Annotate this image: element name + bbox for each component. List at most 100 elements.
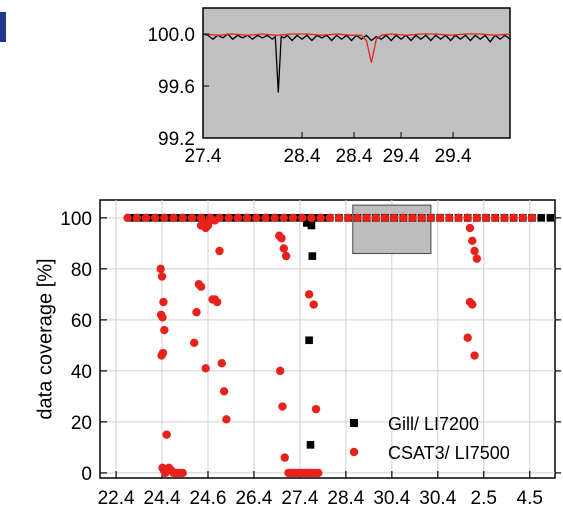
csat-point xyxy=(123,213,132,223)
y-tick-label: 40 xyxy=(71,362,92,383)
x-tick-label: 30.4 xyxy=(373,488,410,509)
csat-point xyxy=(210,216,220,225)
csat-point xyxy=(465,223,475,233)
y-tick-label: 0 xyxy=(81,464,92,485)
csat-point xyxy=(304,290,314,299)
gill-point xyxy=(174,214,182,222)
main-series-group xyxy=(123,213,555,478)
x-tick-label: 27.4 xyxy=(281,488,318,509)
gill-point xyxy=(537,214,546,222)
inset-x-tick-label: 28.4 xyxy=(336,146,373,167)
csat-point xyxy=(454,213,463,223)
csat-point xyxy=(408,213,417,223)
inset-y-tick-label: 99.2 xyxy=(158,129,195,150)
csat-point xyxy=(201,364,210,373)
csat-point xyxy=(178,213,187,223)
legend-marker-csat xyxy=(349,447,359,457)
csat-point xyxy=(279,213,289,223)
csat-point xyxy=(445,213,454,223)
gill-point xyxy=(284,214,293,222)
csat-point xyxy=(435,213,445,223)
csat-point xyxy=(150,213,160,223)
csat-point xyxy=(242,213,252,223)
x-tick-label: 22.4 xyxy=(98,488,135,509)
inset-series-line-1 xyxy=(202,33,511,63)
inset-x-tick-label: 29.4 xyxy=(383,146,420,167)
csat-point xyxy=(215,246,224,256)
csat-point xyxy=(463,213,472,223)
csat-point xyxy=(252,213,261,223)
csat-point xyxy=(222,415,231,424)
csat-point xyxy=(158,313,167,322)
csat-point xyxy=(334,213,344,223)
gill-point xyxy=(257,214,265,222)
csat-point xyxy=(509,213,518,223)
inset-y-tick-label: 99.6 xyxy=(158,77,195,98)
y-tick-label: 100 xyxy=(60,209,92,230)
legend-label-csat: CSAT3/ LI7500 xyxy=(388,443,510,463)
csat-point xyxy=(481,213,491,223)
csat-point xyxy=(190,338,199,348)
csat-point xyxy=(196,221,206,230)
gill-point xyxy=(155,214,164,222)
csat-point xyxy=(132,213,141,223)
gill-point xyxy=(201,214,210,222)
csat-point xyxy=(389,213,399,223)
gill-point xyxy=(275,214,284,222)
y-tick-label: 80 xyxy=(71,260,92,281)
csat-point xyxy=(187,213,197,223)
gill-point xyxy=(192,214,201,222)
csat-point xyxy=(307,213,316,223)
gill-point xyxy=(137,214,146,222)
csat-point xyxy=(314,468,323,478)
csat-point xyxy=(160,213,169,223)
csat-point xyxy=(156,264,165,274)
csat-point xyxy=(141,213,151,223)
csat-point xyxy=(270,213,279,223)
inset-x-tick-label: 29.4 xyxy=(435,146,472,167)
gill-point xyxy=(308,252,317,260)
left-edge-bar xyxy=(0,12,6,42)
csat-point xyxy=(417,213,426,223)
gill-point xyxy=(306,441,315,449)
csat-point xyxy=(463,333,472,342)
x-tick-label: 24.6 xyxy=(190,488,227,509)
csat-point xyxy=(178,468,187,478)
gill-point xyxy=(305,336,313,345)
gill-point xyxy=(165,214,173,222)
legend-label-gill: Gill/ LI7200 xyxy=(388,414,479,434)
csat-point xyxy=(343,213,353,223)
csat-point xyxy=(157,272,167,281)
csat-point xyxy=(275,366,285,376)
csat-point xyxy=(280,453,289,462)
inset-axis-ticks: 27.4 28.4 28.4 29.4 29.4 100.0 99.6 99.2 xyxy=(147,25,472,167)
inset-series-group xyxy=(202,33,511,93)
csat-point xyxy=(371,213,380,223)
csat-point xyxy=(309,300,318,309)
csat-point xyxy=(468,236,477,246)
legend-marker-gill xyxy=(350,419,358,427)
gill-point xyxy=(266,214,274,222)
csat-point xyxy=(278,402,287,411)
main-grid xyxy=(100,200,555,478)
csat-point xyxy=(298,213,307,223)
legend: Gill/ LI7200 CSAT3/ LI7500 xyxy=(349,414,510,463)
gill-point xyxy=(183,214,192,222)
csat-point xyxy=(470,351,479,360)
main-plot-frame xyxy=(99,199,556,479)
csat-point xyxy=(279,244,289,253)
inset-x-tick-label: 28.4 xyxy=(284,146,321,167)
csat-point xyxy=(325,213,334,223)
inset-x-tick-label: 27.4 xyxy=(185,146,222,167)
y-tick-label: 20 xyxy=(71,413,92,434)
x-tick-label: 26.4 xyxy=(235,488,272,509)
gill-point xyxy=(128,214,136,222)
csat-point xyxy=(192,308,201,317)
gill-point xyxy=(229,214,238,222)
inset-chart: 27.4 28.4 28.4 29.4 29.4 100.0 99.6 99.2 xyxy=(147,7,511,167)
csat-point xyxy=(500,213,509,223)
x-tick-label: 24.4 xyxy=(144,488,181,509)
csat-point xyxy=(491,213,500,223)
csat-point xyxy=(380,213,390,223)
csat-point xyxy=(261,213,270,223)
